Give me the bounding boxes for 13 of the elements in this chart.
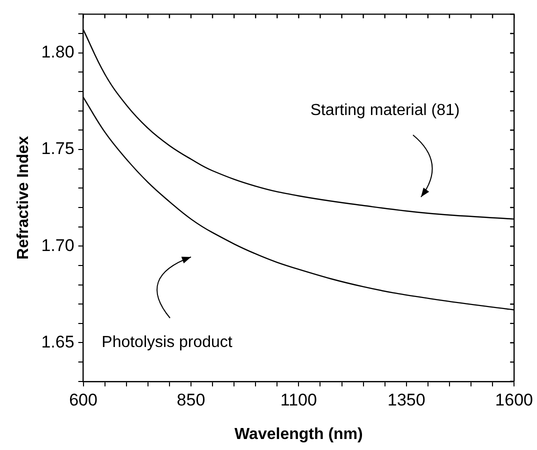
x-tick-label: 600 bbox=[69, 390, 98, 410]
y-tick-label: 1.75 bbox=[41, 139, 74, 158]
y-axis-title: Refractive Index bbox=[15, 136, 32, 260]
x-tick-label: 850 bbox=[176, 390, 206, 410]
x-tick-label: 1350 bbox=[387, 390, 426, 410]
x-tick-label: 1100 bbox=[280, 390, 317, 410]
x-tick-label: 1600 bbox=[495, 390, 534, 410]
annotation: Starting material (81) bbox=[310, 102, 460, 119]
x-axis-title: Wavelength (nm) bbox=[234, 426, 363, 443]
annotation: Photolysis product bbox=[102, 334, 233, 351]
y-tick-label: 1.65 bbox=[41, 332, 74, 352]
y-tick-label: 1.70 bbox=[41, 236, 74, 255]
y-tick-label: 1.80 bbox=[41, 42, 74, 62]
